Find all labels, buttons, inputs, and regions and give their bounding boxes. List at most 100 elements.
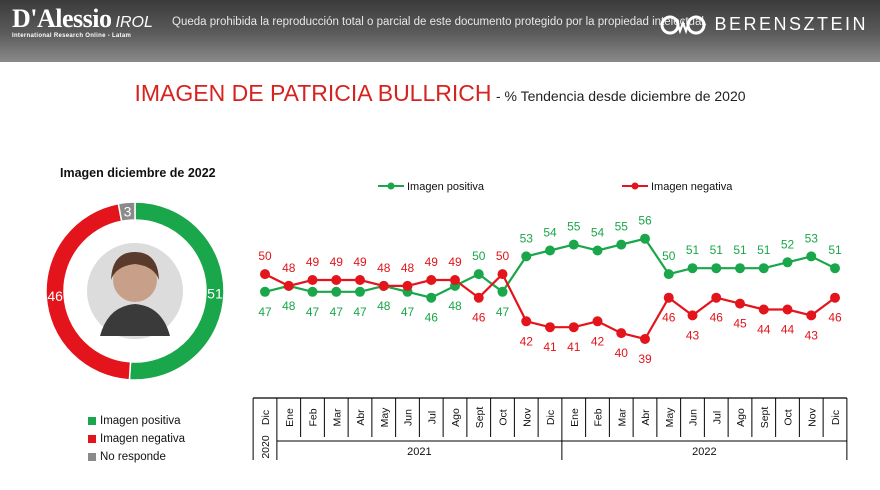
data-label: 52 [781,237,795,251]
data-label: 48 [282,299,296,313]
data-label: 44 [757,323,771,337]
data-label: 47 [330,305,344,319]
data-point [521,251,532,262]
tick-label: Nov [806,407,818,426]
data-label: 50 [472,249,486,263]
logo-subtitle: International Research Online - Latam [12,33,132,39]
data-point [497,286,508,297]
data-point [283,280,294,291]
data-label: 54 [591,226,605,240]
tick-label: Dic [545,410,557,425]
donut-legend: Imagen positiva Imagen negativa No respo… [88,412,185,466]
data-label: 43 [805,328,819,342]
header-bar: D'Alessio IROL International Research Onl… [0,0,880,62]
data-point [545,245,555,256]
data-label: 48 [377,299,391,313]
year-label: 2021 [407,446,431,458]
tick-label: May [664,407,676,428]
tick-label: Sept [759,407,771,429]
data-label: 41 [567,340,581,354]
tick-label: Jun [403,409,415,426]
data-point [711,263,722,274]
data-label: 49 [330,255,344,269]
data-point [711,292,722,303]
data-label: 53 [805,231,819,245]
legend-item-negative: Imagen negativa [88,430,185,448]
legend-marker [387,182,395,190]
brand-name: BERENSZTEIN [714,14,868,34]
tick-label: Jul [426,411,438,424]
data-label: 51 [828,243,842,257]
data-label: 45 [733,317,747,331]
legend-swatch-positive [88,417,96,425]
data-label: 51 [733,243,747,257]
year-label: 2020 [260,435,272,459]
data-point [497,269,508,280]
tick-label: Oct [498,409,510,425]
legend-swatch-no-response [88,453,96,461]
data-point [592,316,603,327]
data-point [830,263,840,274]
tick-label: Dic [260,410,272,425]
data-point [307,275,318,285]
tick-label: Feb [308,408,320,426]
donut-slice-label: 46 [47,288,63,304]
tick-label: Mar [616,408,628,427]
tick-label: Dic [830,410,842,425]
legend-item-no-response: No responde [88,448,185,466]
data-label: 46 [828,311,842,325]
data-label: 42 [591,334,605,348]
data-label: 47 [258,305,272,319]
data-label: 48 [401,261,415,275]
tick-label: Feb [593,408,605,426]
data-label: 49 [306,255,320,269]
data-label: 50 [258,249,272,263]
tick-label: Ene [284,408,296,427]
data-point [568,322,579,333]
data-point [473,292,484,303]
data-point [616,239,627,250]
data-point [640,334,650,344]
data-label: 39 [638,352,652,366]
data-label: 46 [472,311,486,325]
tick-label: Ago [735,408,747,427]
data-label: 55 [567,220,581,234]
data-label: 41 [543,340,557,354]
tick-label: Ago [450,408,462,427]
data-point [830,292,840,303]
tick-label: Oct [783,409,795,425]
page-title: IMAGEN DE PATRICIA BULLRICH - % Tendenci… [0,80,880,107]
data-point [473,269,484,280]
tick-label: Nov [521,407,533,426]
donut-slice-label: 51 [207,286,223,302]
data-point [806,251,817,262]
data-point [545,322,555,333]
data-point [568,239,579,250]
tick-label: Mar [331,408,343,427]
data-label: 54 [543,226,557,240]
donut-title: Imagen diciembre de 2022 [60,166,216,180]
data-label: 46 [710,311,724,325]
donut-slice-label: 3 [124,203,132,219]
data-label: 49 [425,255,439,269]
data-point [640,233,650,244]
legend-label: Imagen negativa [651,181,733,193]
data-label: 42 [520,334,534,348]
data-point [687,263,698,274]
data-point [521,316,532,327]
data-point [355,275,365,285]
data-point [663,292,674,303]
dalessio-logo: D'Alessio IROL International Research Onl… [12,6,153,40]
tick-label: Sept [474,407,486,429]
data-label: 48 [448,299,462,313]
title-subtitle: - % Tendencia desde diciembre de 2020 [495,88,746,104]
data-point [735,263,745,274]
logo-irol: IROL [115,14,153,31]
data-point [260,269,270,280]
data-point [616,328,627,339]
data-label: 47 [306,305,320,319]
data-label: 50 [496,249,510,263]
brand-mark-icon [660,15,706,34]
legend-item-positive: Imagen positiva [88,412,185,430]
